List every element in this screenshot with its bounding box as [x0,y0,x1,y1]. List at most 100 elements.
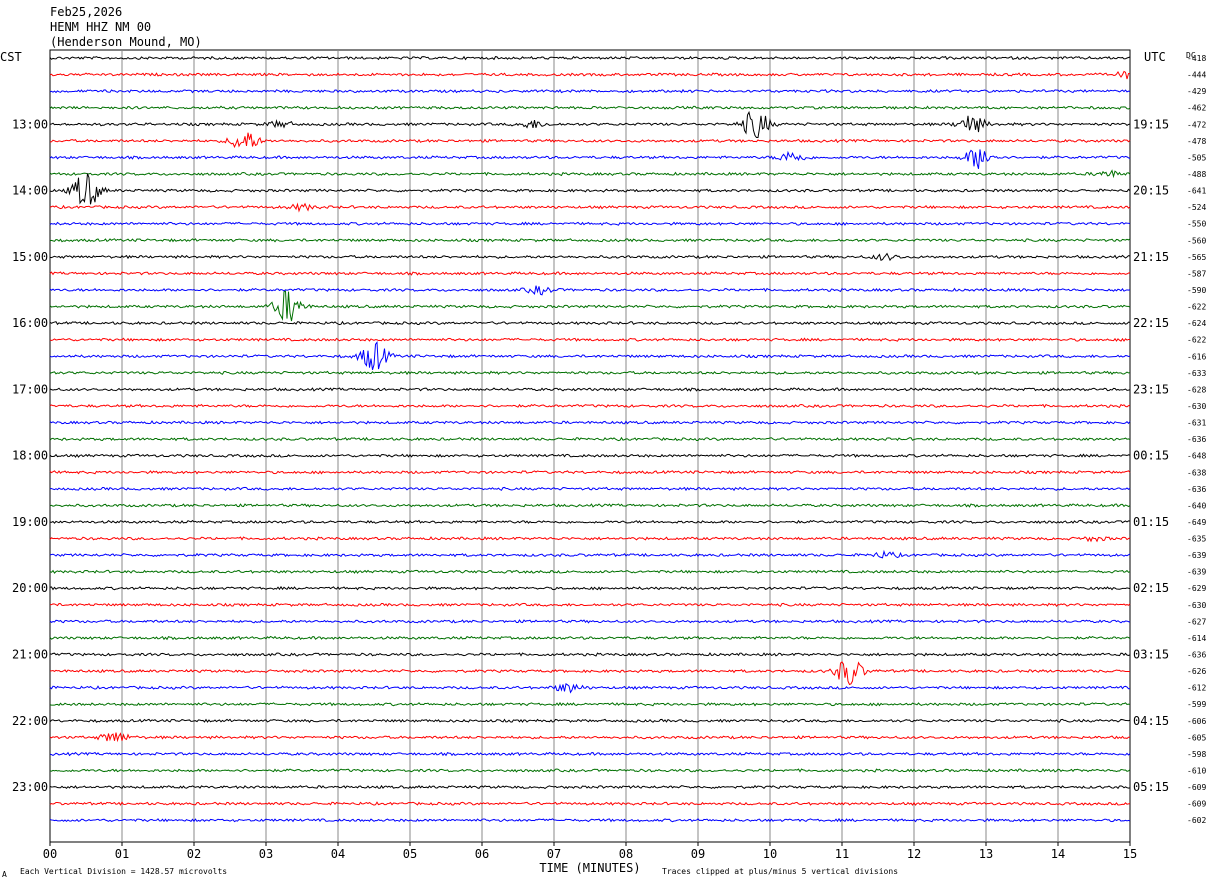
trace-34 [49,619,1131,624]
dc-column-label: DC [1186,51,1196,60]
dc-offset-label: -636 [1187,485,1206,494]
minute-gridlines [121,50,1059,842]
trace-33 [49,602,1131,608]
dc-offset-label: -641 [1187,187,1206,196]
trace-0 [49,55,1131,61]
dc-offset-label: -612 [1187,684,1206,693]
dc-offset-label: -609 [1187,800,1206,809]
trace-21 [49,403,1131,409]
x-tick-label: 11 [835,847,849,861]
x-tick-label: 00 [43,847,57,861]
right-hour-label: 05:15 [1133,780,1169,794]
dc-offset-label: -624 [1187,319,1206,328]
right-hour-label: 02:15 [1133,581,1169,595]
trace-8 [49,173,1131,205]
trace-39 [49,701,1131,707]
trace-14 [49,285,1131,296]
trace-44 [49,784,1131,790]
station-code: HENM HHZ NM 00 [50,20,151,34]
x-tick-label: 08 [619,847,633,861]
x-tick-label: 04 [331,847,345,861]
trace-43 [49,768,1131,773]
dc-offset-label: -524 [1187,203,1206,212]
dc-offset-label: -587 [1187,269,1206,278]
trace-46 [49,817,1131,823]
trace-4 [49,110,1131,138]
left-hour-label: 23:00 [12,780,48,794]
trace-23 [49,436,1131,442]
trace-12 [49,252,1131,262]
left-hour-label: 14:00 [12,184,48,198]
trace-36 [49,652,1131,657]
dc-offset-label: -602 [1187,816,1206,825]
trace-41 [49,732,1131,743]
x-axis-ticks: 00 01 02 03 04 05 06 07 08 09 10 11 12 13 14 15 [43,842,1137,861]
trace-22 [49,420,1131,425]
trace-42 [49,751,1131,757]
trace-24 [49,453,1131,458]
dc-offset-label: -629 [1187,584,1206,593]
dc-offset-label: -640 [1187,501,1206,510]
trace-13 [49,271,1131,276]
dc-offset-label: -550 [1187,220,1206,229]
dc-offset-label: -626 [1187,667,1206,676]
dc-offset-label: -462 [1187,104,1206,113]
dc-offset-label: -614 [1187,634,1206,643]
dc-offset-label: -649 [1187,518,1206,527]
x-tick-label: 06 [475,847,489,861]
trace-27 [49,503,1131,508]
trace-29 [49,536,1131,543]
station-location: (Henderson Mound, MO) [50,35,202,49]
dc-offset-label: -418 [1187,54,1206,63]
dc-offset-label: -505 [1187,153,1206,162]
dc-offset-label: -444 [1187,71,1206,80]
left-hour-label: 13:00 [12,117,48,131]
scale-note: Each Vertical Division = 1428.57 microvo… [20,867,227,876]
dc-offset-label: -639 [1187,551,1206,560]
dc-offset-label: -633 [1187,369,1206,378]
left-hour-label: 19:00 [12,515,48,529]
trace-38 [49,683,1130,694]
seismic-traces [49,55,1131,823]
left-hour-labels: 13:00 14:00 15:00 16:00 17:00 18:00 19:00 20:00… [12,117,48,794]
dc-offset-label: -606 [1187,717,1206,726]
corner-mark: A [2,870,7,879]
dc-offset-label: -610 [1187,767,1206,776]
x-tick-label: 10 [763,847,777,861]
trace-3 [49,105,1131,110]
trace-40 [49,718,1131,723]
trace-16 [49,320,1131,326]
x-tick-label: 09 [691,847,705,861]
dc-offset-label: -627 [1187,617,1206,626]
trace-18 [49,341,1131,370]
trace-31 [49,569,1131,574]
x-axis-label: TIME (MINUTES) [539,861,640,875]
x-tick-label: 13 [979,847,993,861]
right-timezone: UTC [1144,50,1166,64]
x-tick-label: 01 [115,847,129,861]
left-hour-label: 22:00 [12,714,48,728]
left-hour-label: 16:00 [12,316,48,330]
right-hour-label: 21:15 [1133,250,1169,264]
dc-offset-label: -565 [1187,253,1206,262]
right-hour-label: 22:15 [1133,316,1169,330]
dc-offset-label: -631 [1187,419,1206,428]
right-hour-label: 00:15 [1133,449,1169,463]
dc-offset-label: -560 [1187,236,1206,245]
x-tick-label: 07 [547,847,561,861]
dc-offset-label: -605 [1187,733,1206,742]
dc-offset-label: -429 [1187,87,1206,96]
trace-7 [49,169,1131,179]
x-tick-label: 14 [1051,847,1065,861]
trace-15 [49,290,1131,322]
trace-45 [49,801,1131,806]
dc-offset-label: -616 [1187,352,1206,361]
right-hour-label: 01:15 [1133,515,1169,529]
dc-offset-label: -472 [1187,120,1206,129]
trace-19 [49,370,1131,376]
trace-26 [49,486,1131,492]
left-hour-label: 18:00 [12,449,48,463]
right-hour-label: 03:15 [1133,648,1169,662]
right-hour-label: 04:15 [1133,714,1169,728]
